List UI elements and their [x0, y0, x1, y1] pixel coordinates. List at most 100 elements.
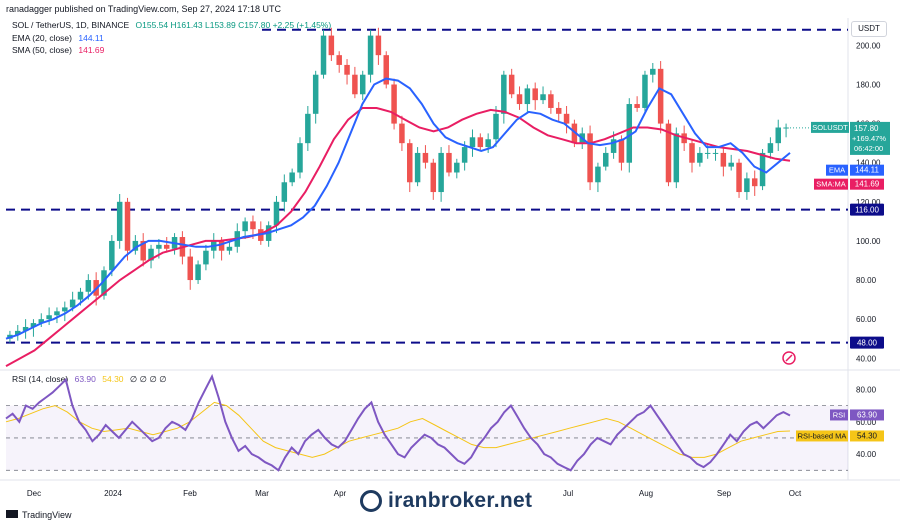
- symbol-label[interactable]: SOL / TetherUS, 1D, BINANCE: [12, 20, 130, 30]
- symbol-legend: SOL / TetherUS, 1D, BINANCE O155.54 H161…: [12, 20, 331, 30]
- price-tick-label: 200.00: [856, 41, 881, 50]
- price-tick-label: 100.00: [856, 237, 881, 246]
- candle-body: [273, 201, 280, 226]
- ema-legend-label[interactable]: EMA (20, close): [12, 33, 72, 43]
- candle-body: [383, 55, 389, 85]
- sma-value-tag: [850, 178, 884, 190]
- rsi-legend: RSI (14, close) 63.90 54.30 ∅ ∅ ∅ ∅: [12, 374, 167, 385]
- rsi-value-tag: [850, 409, 884, 421]
- price-tick-label: 40.00: [856, 354, 877, 363]
- rsi-ma-legend-value: 54.30: [102, 374, 124, 384]
- candle-body: [610, 139, 617, 153]
- candle-body: [508, 74, 515, 95]
- ohlc-values: O155.54 H161.43 L153.89 C157.80 +2.25 (+…: [135, 20, 332, 30]
- candle-body: [767, 143, 774, 153]
- candle-body: [697, 152, 703, 163]
- ema-name-tag: [826, 164, 848, 176]
- watermark-logo-icon: [360, 490, 382, 512]
- candle-body: [454, 162, 460, 173]
- candle-body: [720, 152, 727, 167]
- candle-body: [140, 240, 146, 261]
- rsi-tick-label: 60.00: [856, 418, 877, 427]
- candle-body: [226, 246, 233, 251]
- candle-body: [414, 152, 421, 183]
- ema-value-tag: [850, 164, 884, 176]
- candle-body: [634, 104, 640, 108]
- candle-body: [156, 244, 162, 249]
- candle-body: [289, 172, 295, 183]
- time-tick-label: Oct: [789, 489, 802, 498]
- time-tick-label: Apr: [334, 489, 347, 498]
- candle-body: [485, 139, 491, 148]
- candle-body: [548, 94, 554, 108]
- candle-body: [109, 240, 115, 271]
- candle-body: [116, 201, 123, 241]
- price-tick-label: 60.00: [856, 315, 877, 324]
- candle-body: [587, 133, 593, 183]
- candle-body: [312, 74, 319, 114]
- currency-button[interactable]: USDT: [851, 21, 887, 37]
- candle-body: [657, 68, 664, 124]
- candle-body: [759, 152, 766, 187]
- price-tick-label: 180.00: [856, 80, 881, 89]
- ema-legend: EMA (20, close) 144.11: [12, 33, 104, 43]
- candle-body: [195, 264, 201, 281]
- rsi-band-fill: [6, 405, 848, 471]
- candle-body: [38, 319, 45, 324]
- sma-legend-value: 141.69: [78, 45, 105, 55]
- rsi-name-tag: [830, 409, 848, 421]
- price-tick-label: 120.00: [856, 198, 881, 207]
- candle-body: [281, 182, 288, 202]
- candle-body: [540, 94, 546, 101]
- ema-name-label: EMA: [829, 166, 845, 175]
- watermark: iranbroker.net: [360, 489, 532, 513]
- rsi-value-label: 63.90: [857, 410, 878, 419]
- candle-body: [477, 137, 484, 148]
- level-price-tag: [850, 336, 884, 349]
- time-tick-label: 2024: [104, 489, 122, 498]
- candle-body: [101, 270, 107, 296]
- candle-body: [77, 291, 84, 300]
- candle-body: [375, 35, 382, 56]
- candle-body: [532, 88, 538, 101]
- symbol-tag: [811, 121, 849, 133]
- candle-body: [712, 152, 719, 154]
- candle-body: [626, 104, 633, 163]
- level-price-label: 116.00: [855, 206, 879, 215]
- candle-body: [461, 147, 468, 163]
- sma-value-label: 141.69: [855, 180, 880, 189]
- candle-body: [775, 127, 781, 144]
- candle-body: [673, 133, 680, 183]
- rsi-legend-label[interactable]: RSI (14, close): [12, 374, 69, 384]
- candle-body: [446, 152, 452, 173]
- time-tick-label: Feb: [183, 489, 197, 498]
- candle-body: [665, 123, 672, 183]
- time-tick-label: Sep: [717, 489, 732, 498]
- sma-legend: SMA (50, close) 141.69: [12, 45, 104, 55]
- footer-brand[interactable]: TradingView: [22, 510, 72, 520]
- candle-body: [187, 256, 193, 281]
- candle-body: [85, 280, 92, 292]
- last-price-value: 157.80: [854, 124, 879, 133]
- time-tick-label: Aug: [639, 489, 653, 498]
- candle-body: [595, 166, 601, 183]
- candle-body: [407, 143, 413, 183]
- candle-body: [650, 68, 656, 75]
- candle-body: [728, 162, 734, 167]
- candle-body: [493, 113, 499, 140]
- candle-body: [689, 143, 695, 163]
- rsi-legend-extra: ∅ ∅ ∅ ∅: [129, 374, 167, 384]
- candle-body: [203, 250, 209, 265]
- time-tick-label: Jul: [563, 489, 573, 498]
- rsi-line: [5, 373, 791, 472]
- symbol-tag-label: SOLUSDT: [812, 123, 848, 132]
- candle-body: [359, 74, 366, 95]
- candle-body: [22, 326, 29, 331]
- candle-body: [62, 307, 68, 312]
- sma-legend-label[interactable]: SMA (50, close): [12, 45, 72, 55]
- candle-body: [618, 139, 625, 163]
- last-price-tag: [850, 121, 890, 155]
- candle-body: [367, 35, 374, 75]
- alert-icon: [782, 351, 796, 365]
